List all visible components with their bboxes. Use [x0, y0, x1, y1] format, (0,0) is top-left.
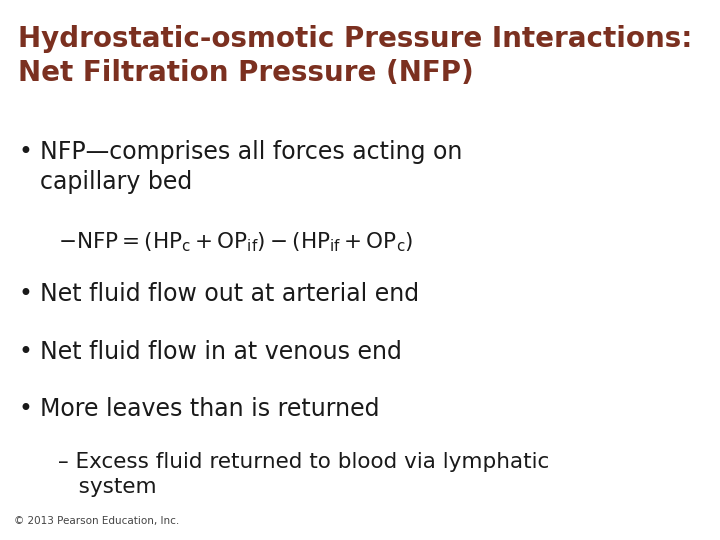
- Text: Net fluid flow out at arterial end: Net fluid flow out at arterial end: [40, 282, 419, 306]
- Text: •: •: [18, 282, 32, 306]
- Text: NFP—comprises all forces acting on
capillary bed: NFP—comprises all forces acting on capil…: [40, 140, 462, 194]
- Text: More leaves than is returned: More leaves than is returned: [40, 397, 379, 421]
- Text: – Excess fluid returned to blood via lymphatic
   system: – Excess fluid returned to blood via lym…: [58, 452, 549, 497]
- Text: Net fluid flow in at venous end: Net fluid flow in at venous end: [40, 340, 402, 364]
- Text: •: •: [18, 140, 32, 164]
- Text: Hydrostatic-osmotic Pressure Interactions:
Net Filtration Pressure (NFP): Hydrostatic-osmotic Pressure Interaction…: [18, 25, 693, 86]
- Text: •: •: [18, 340, 32, 364]
- Text: © 2013 Pearson Education, Inc.: © 2013 Pearson Education, Inc.: [14, 516, 179, 526]
- Text: •: •: [18, 397, 32, 421]
- Text: $\mathsf{- NFP = (HP_c + OP_{if}) - (HP_{if} + OP_c)}$: $\mathsf{- NFP = (HP_c + OP_{if}) - (HP_…: [58, 230, 413, 254]
